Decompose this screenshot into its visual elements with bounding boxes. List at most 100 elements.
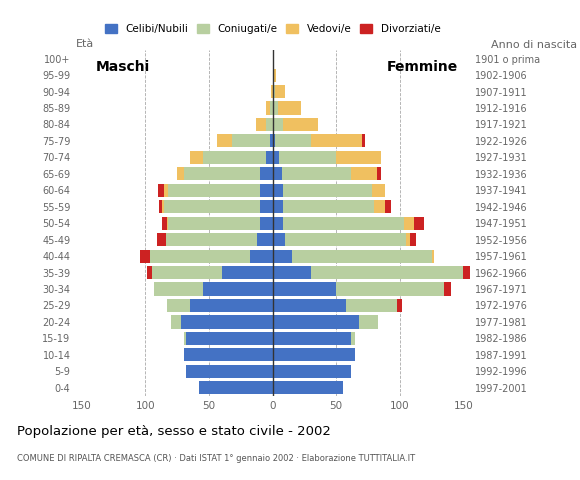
Bar	[273, 69, 274, 82]
Bar	[147, 266, 152, 279]
Bar	[216, 134, 232, 147]
Bar	[186, 332, 273, 345]
Bar	[165, 184, 168, 197]
Bar	[167, 299, 190, 312]
Bar	[273, 167, 281, 180]
Bar	[199, 381, 273, 395]
Bar	[165, 200, 260, 213]
Bar	[414, 216, 424, 230]
Text: Maschi: Maschi	[95, 60, 150, 74]
Bar	[351, 167, 377, 180]
Bar	[275, 134, 311, 147]
Bar	[311, 134, 362, 147]
Bar	[273, 101, 278, 115]
Bar	[232, 134, 270, 147]
Legend: Celibi/Nubili, Coniugati/e, Vedovi/e, Divorziati/e: Celibi/Nubili, Coniugati/e, Vedovi/e, Di…	[100, 20, 445, 38]
Bar	[140, 250, 150, 263]
Bar	[362, 134, 365, 147]
Bar	[168, 184, 260, 197]
Text: Anno di nascita: Anno di nascita	[491, 40, 577, 50]
Bar	[162, 200, 165, 213]
Bar	[275, 85, 285, 98]
Bar	[202, 151, 266, 164]
Bar	[158, 184, 165, 197]
Bar	[377, 167, 380, 180]
Bar	[152, 266, 222, 279]
Bar	[266, 151, 273, 164]
Bar	[283, 118, 318, 131]
Bar	[183, 167, 260, 180]
Bar	[410, 233, 416, 246]
Bar	[336, 151, 380, 164]
Bar	[273, 151, 279, 164]
Bar	[171, 315, 181, 328]
Text: Età: Età	[75, 39, 93, 49]
Bar	[160, 200, 162, 213]
Bar	[385, 200, 391, 213]
Text: Femmine: Femmine	[387, 60, 458, 74]
Bar	[273, 299, 346, 312]
Bar	[190, 299, 273, 312]
Bar	[279, 151, 336, 164]
Bar	[283, 184, 372, 197]
Bar	[190, 151, 202, 164]
Bar	[336, 282, 444, 296]
Bar	[168, 216, 260, 230]
Bar	[274, 69, 277, 82]
Bar	[463, 266, 476, 279]
Bar	[444, 282, 451, 296]
Bar	[283, 200, 374, 213]
Bar	[271, 85, 273, 98]
Bar	[397, 299, 403, 312]
Bar	[273, 381, 343, 395]
Bar	[273, 266, 311, 279]
Bar	[162, 216, 167, 230]
Bar	[256, 118, 266, 131]
Bar	[351, 332, 356, 345]
Bar	[404, 216, 414, 230]
Bar	[273, 216, 283, 230]
Bar	[181, 315, 273, 328]
Bar	[260, 200, 273, 213]
Bar	[281, 167, 351, 180]
Bar	[406, 233, 410, 246]
Text: COMUNE DI RIPALTA CREMASCA (CR) · Dati ISTAT 1° gennaio 2002 · Elaborazione TUTT: COMUNE DI RIPALTA CREMASCA (CR) · Dati I…	[17, 454, 415, 463]
Bar	[270, 101, 273, 115]
Bar	[273, 282, 336, 296]
Bar	[285, 233, 406, 246]
Bar	[157, 233, 166, 246]
Bar	[372, 184, 385, 197]
Bar	[273, 233, 285, 246]
Bar	[292, 250, 432, 263]
Text: Popolazione per età, sesso e stato civile - 2002: Popolazione per età, sesso e stato civil…	[17, 425, 331, 438]
Bar	[166, 233, 258, 246]
Bar	[150, 250, 250, 263]
Bar	[183, 348, 273, 361]
Bar	[432, 250, 434, 263]
Bar	[222, 266, 273, 279]
Bar	[154, 282, 202, 296]
Bar	[273, 184, 283, 197]
Bar	[167, 216, 168, 230]
Bar	[374, 200, 385, 213]
Bar	[266, 101, 270, 115]
Bar	[359, 315, 378, 328]
Bar	[273, 332, 351, 345]
Bar	[273, 118, 283, 131]
Bar	[273, 365, 351, 378]
Bar	[260, 216, 273, 230]
Bar	[258, 233, 273, 246]
Bar	[260, 184, 273, 197]
Bar	[273, 315, 359, 328]
Bar	[177, 167, 183, 180]
Bar	[260, 167, 273, 180]
Bar	[278, 101, 300, 115]
Bar	[250, 250, 273, 263]
Bar	[186, 365, 273, 378]
Bar	[266, 118, 273, 131]
Bar	[283, 216, 404, 230]
Bar	[183, 332, 186, 345]
Bar	[311, 266, 463, 279]
Bar	[346, 299, 397, 312]
Bar	[270, 134, 273, 147]
